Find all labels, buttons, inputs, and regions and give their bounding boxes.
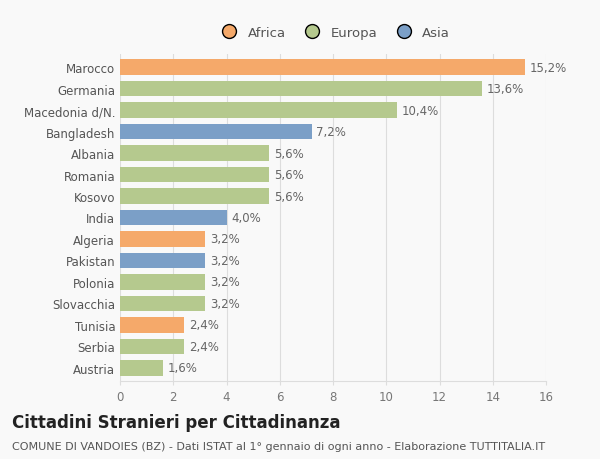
Text: 3,2%: 3,2% (210, 297, 240, 310)
Bar (120, 318, 184, 333)
Bar (120, 124, 312, 140)
Text: 5,6%: 5,6% (274, 190, 304, 203)
Text: 2,4%: 2,4% (188, 340, 218, 353)
Text: 5,6%: 5,6% (274, 147, 304, 160)
Text: 1,6%: 1,6% (167, 362, 197, 375)
Bar (120, 296, 205, 312)
Text: 5,6%: 5,6% (274, 168, 304, 182)
Text: 3,2%: 3,2% (210, 276, 240, 289)
Bar (120, 146, 269, 162)
Text: 10,4%: 10,4% (401, 104, 439, 118)
Bar (120, 253, 205, 269)
Bar (120, 210, 227, 226)
Text: 13,6%: 13,6% (487, 83, 524, 96)
Bar (120, 82, 482, 97)
Bar (120, 232, 205, 247)
Text: 7,2%: 7,2% (316, 126, 346, 139)
Text: COMUNE DI VANDOIES (BZ) - Dati ISTAT al 1° gennaio di ogni anno - Elaborazione T: COMUNE DI VANDOIES (BZ) - Dati ISTAT al … (12, 441, 545, 451)
Text: 4,0%: 4,0% (231, 212, 261, 224)
Bar (120, 168, 269, 183)
Bar (120, 60, 525, 76)
Bar (120, 360, 163, 376)
Bar (120, 274, 205, 290)
Bar (120, 339, 184, 354)
Bar (120, 189, 269, 204)
Text: 2,4%: 2,4% (188, 319, 218, 332)
Text: Cittadini Stranieri per Cittadinanza: Cittadini Stranieri per Cittadinanza (12, 413, 341, 431)
Bar (120, 103, 397, 118)
Text: 15,2%: 15,2% (529, 62, 567, 74)
Legend: Africa, Europa, Asia: Africa, Europa, Asia (212, 22, 454, 44)
Text: 3,2%: 3,2% (210, 233, 240, 246)
Text: 3,2%: 3,2% (210, 254, 240, 268)
